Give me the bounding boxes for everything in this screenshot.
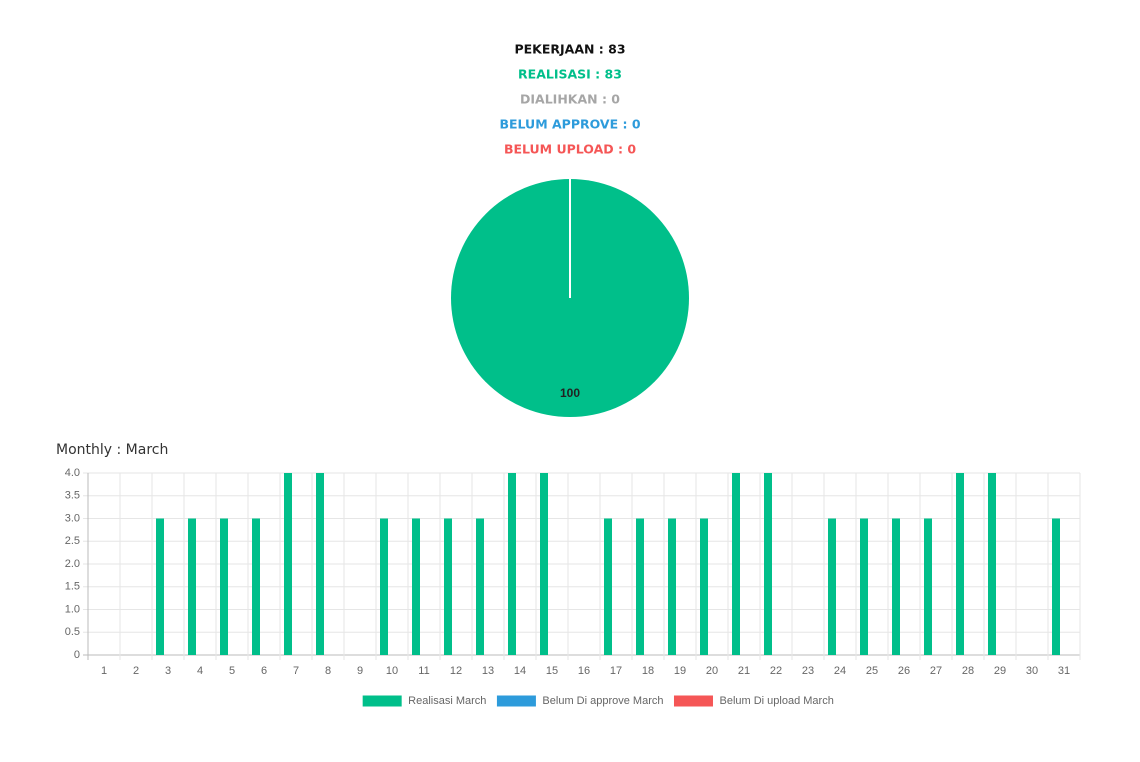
bar bbox=[860, 518, 868, 655]
bar bbox=[316, 473, 324, 655]
bar bbox=[764, 473, 772, 655]
bar bbox=[828, 518, 836, 655]
legend-label: Belum Di upload March bbox=[719, 695, 833, 707]
x-tick-label: 30 bbox=[1026, 665, 1038, 677]
x-tick-label: 4 bbox=[197, 665, 203, 677]
legend-swatch bbox=[672, 694, 714, 708]
stat-line: REALISASI : 83 bbox=[518, 67, 622, 82]
x-tick-label: 7 bbox=[293, 665, 299, 677]
legend-label: Belum Di approve March bbox=[542, 695, 663, 707]
bar bbox=[220, 518, 228, 655]
bar bbox=[636, 518, 644, 655]
x-tick-label: 16 bbox=[578, 665, 590, 677]
bar bbox=[988, 473, 996, 655]
x-tick-label: 19 bbox=[674, 665, 686, 677]
bar bbox=[476, 518, 484, 655]
bar bbox=[380, 518, 388, 655]
x-tick-label: 3 bbox=[165, 665, 171, 677]
bar bbox=[412, 518, 420, 655]
x-tick-label: 25 bbox=[866, 665, 878, 677]
legend-label: Realisasi March bbox=[408, 695, 486, 707]
x-tick-label: 17 bbox=[610, 665, 622, 677]
stat-line: DIALIHKAN : 0 bbox=[520, 92, 620, 107]
stat-line: BELUM APPROVE : 0 bbox=[499, 117, 640, 132]
bar bbox=[188, 518, 196, 655]
stat-line: PEKERJAAN : 83 bbox=[514, 42, 625, 57]
x-tick-label: 9 bbox=[357, 665, 363, 677]
y-tick-label: 2.5 bbox=[65, 535, 80, 547]
x-tick-label: 24 bbox=[834, 665, 846, 677]
y-tick-label: 2.0 bbox=[65, 558, 80, 570]
bar bbox=[892, 518, 900, 655]
x-tick-label: 6 bbox=[261, 665, 267, 677]
y-tick-label: 0.5 bbox=[65, 626, 80, 638]
bar bbox=[252, 518, 260, 655]
x-tick-label: 20 bbox=[706, 665, 718, 677]
x-tick-label: 12 bbox=[450, 665, 462, 677]
x-tick-label: 27 bbox=[930, 665, 942, 677]
stat-line: BELUM UPLOAD : 0 bbox=[504, 142, 636, 157]
x-tick-label: 10 bbox=[386, 665, 398, 677]
x-tick-label: 1 bbox=[101, 665, 107, 677]
bar bbox=[284, 473, 292, 655]
legend-swatch bbox=[495, 694, 537, 708]
x-tick-label: 21 bbox=[738, 665, 750, 677]
x-tick-label: 2 bbox=[133, 665, 139, 677]
y-tick-label: 1.0 bbox=[65, 603, 80, 615]
x-tick-label: 14 bbox=[514, 665, 526, 677]
x-tick-label: 28 bbox=[962, 665, 974, 677]
bar bbox=[956, 473, 964, 655]
bar bbox=[732, 473, 740, 655]
y-tick-label: 3.5 bbox=[65, 490, 80, 502]
bar bbox=[604, 518, 612, 655]
x-tick-label: 31 bbox=[1058, 665, 1070, 677]
x-tick-label: 18 bbox=[642, 665, 654, 677]
x-tick-label: 5 bbox=[229, 665, 235, 677]
bar bbox=[444, 518, 452, 655]
x-tick-label: 8 bbox=[325, 665, 331, 677]
x-tick-label: 23 bbox=[802, 665, 814, 677]
bar bbox=[1052, 518, 1060, 655]
bar bbox=[700, 518, 708, 655]
bar bbox=[508, 473, 516, 655]
bar-chart-title: Monthly : March bbox=[56, 442, 168, 458]
bar bbox=[540, 473, 548, 655]
x-tick-label: 26 bbox=[898, 665, 910, 677]
bar bbox=[156, 518, 164, 655]
x-tick-label: 22 bbox=[770, 665, 782, 677]
y-tick-label: 1.5 bbox=[65, 581, 80, 593]
bar bbox=[668, 518, 676, 655]
x-tick-label: 11 bbox=[418, 665, 429, 677]
y-tick-label: 3.0 bbox=[65, 512, 80, 524]
x-tick-label: 13 bbox=[482, 665, 494, 677]
y-tick-label: 4.0 bbox=[65, 467, 80, 479]
x-tick-label: 29 bbox=[994, 665, 1006, 677]
pie-label: 100 bbox=[560, 386, 580, 400]
y-tick-label: 0 bbox=[74, 649, 80, 661]
legend-swatch bbox=[361, 694, 403, 708]
bar bbox=[924, 518, 932, 655]
x-tick-label: 15 bbox=[546, 665, 558, 677]
